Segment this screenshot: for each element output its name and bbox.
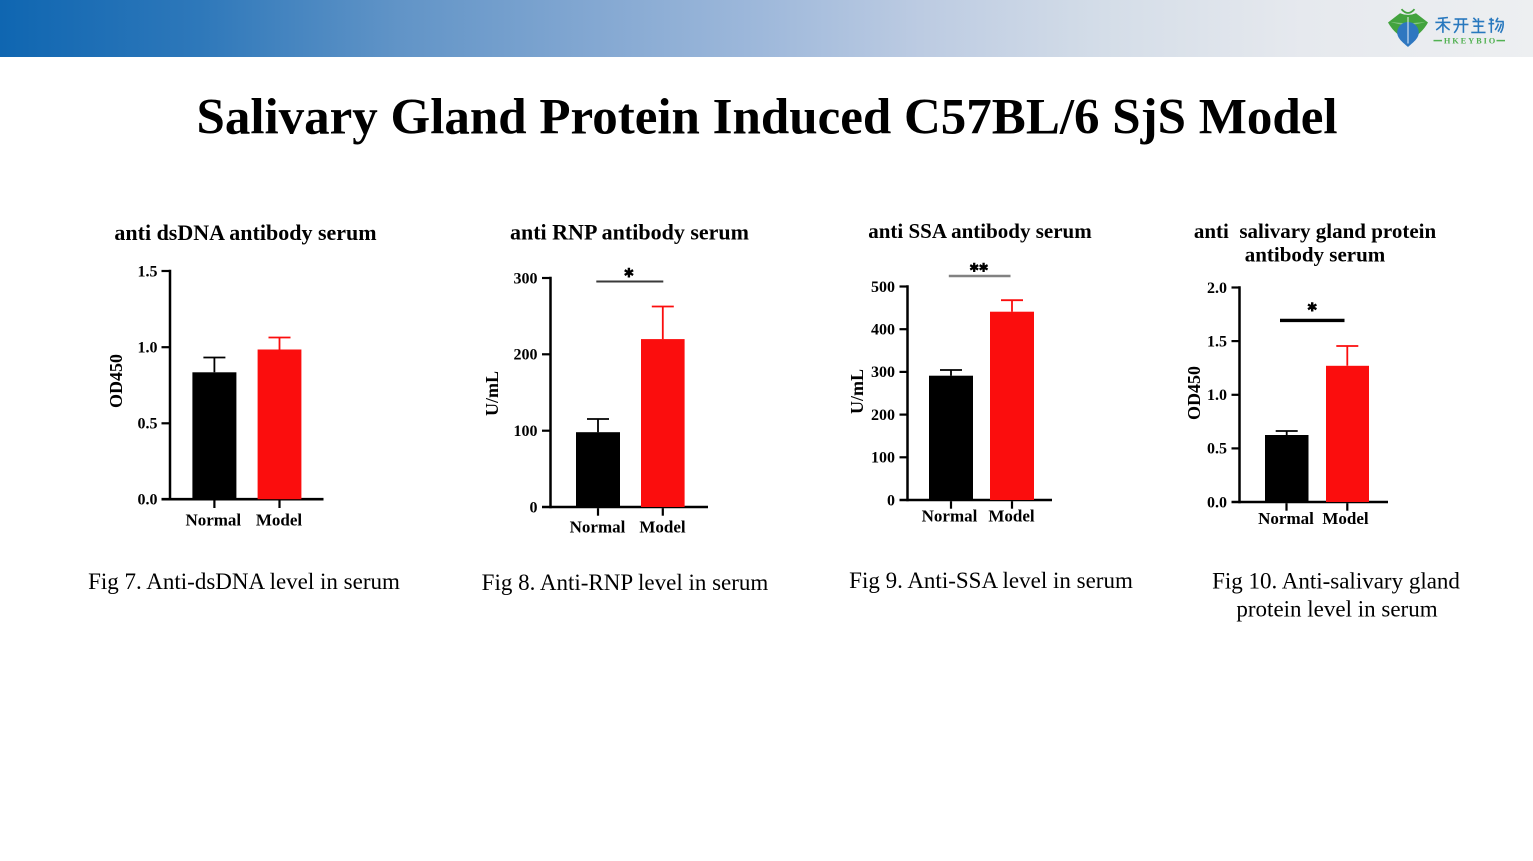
- svg-text:0: 0: [530, 499, 538, 516]
- svg-text:Normal: Normal: [185, 511, 241, 530]
- svg-text:300: 300: [514, 270, 538, 287]
- svg-text:U/mL: U/mL: [482, 371, 502, 416]
- svg-text:Salivary Gland Protein Induced: Salivary Gland Protein Induced C57BL/6 S…: [196, 90, 1337, 146]
- svg-text:anti salivary gland protein: anti salivary gland protein: [1194, 219, 1437, 243]
- svg-text:1.0: 1.0: [138, 340, 158, 357]
- svg-text:2.0: 2.0: [1207, 280, 1227, 297]
- svg-text:OD450: OD450: [106, 354, 126, 408]
- svg-text:HKEYBIO: HKEYBIO: [1444, 37, 1497, 46]
- svg-text:Fig 7. Anti-dsDNA level in ser: Fig 7. Anti-dsDNA level in serum: [88, 569, 400, 594]
- svg-text:anti SSA antibody serum: anti SSA antibody serum: [868, 219, 1092, 243]
- svg-text:0.0: 0.0: [1207, 494, 1227, 511]
- svg-text:0.5: 0.5: [1207, 441, 1227, 458]
- svg-text:1.5: 1.5: [1207, 333, 1227, 350]
- svg-text:Model: Model: [1322, 509, 1369, 528]
- svg-text:1.5: 1.5: [138, 263, 158, 280]
- svg-text:500: 500: [871, 279, 895, 296]
- svg-text:300: 300: [871, 364, 895, 381]
- svg-text:Normal: Normal: [570, 518, 626, 537]
- svg-text:Normal: Normal: [1258, 509, 1314, 528]
- svg-text:0.0: 0.0: [138, 492, 158, 509]
- svg-text:100: 100: [514, 423, 538, 440]
- svg-text:OD450: OD450: [1184, 366, 1204, 420]
- svg-text:U/mL: U/mL: [847, 369, 867, 414]
- svg-text:200: 200: [514, 347, 538, 364]
- svg-text:antibody serum: antibody serum: [1245, 243, 1386, 267]
- svg-text:Model: Model: [988, 507, 1035, 526]
- svg-text:1.0: 1.0: [1207, 387, 1227, 404]
- svg-text:Model: Model: [256, 511, 303, 530]
- svg-text:400: 400: [871, 322, 895, 339]
- svg-text:Fig 8. Anti-RNP level in serum: Fig 8. Anti-RNP level in serum: [482, 570, 769, 595]
- svg-text:protein level in serum: protein level in serum: [1236, 597, 1437, 622]
- svg-text:Model: Model: [639, 518, 686, 537]
- svg-text:Fig 9. Anti-SSA level in serum: Fig 9. Anti-SSA level in serum: [849, 568, 1133, 593]
- svg-text:0: 0: [887, 492, 895, 509]
- svg-text:200: 200: [871, 407, 895, 424]
- svg-text:Fig 10. Anti-salivary gland: Fig 10. Anti-salivary gland: [1212, 569, 1460, 594]
- svg-text:Normal: Normal: [922, 507, 978, 526]
- svg-text:100: 100: [871, 450, 895, 467]
- svg-text:anti dsDNA antibody serum: anti dsDNA antibody serum: [114, 220, 376, 245]
- svg-text:anti RNP antibody serum: anti RNP antibody serum: [510, 220, 749, 245]
- svg-text:0.5: 0.5: [138, 416, 158, 433]
